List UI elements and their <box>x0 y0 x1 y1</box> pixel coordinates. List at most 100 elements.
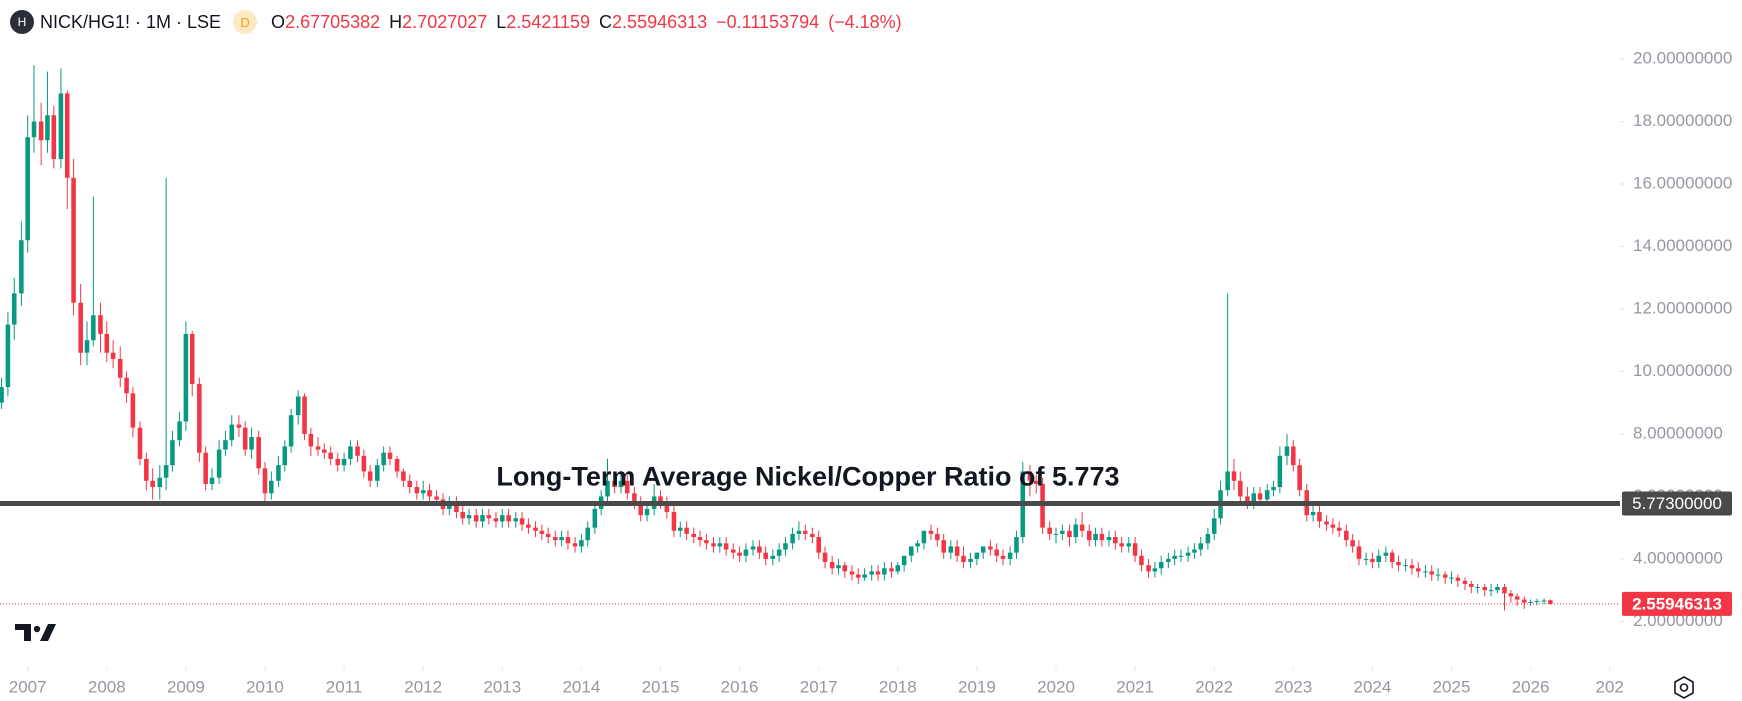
candle-body <box>1027 471 1033 481</box>
x-tick-label: 2017 <box>800 677 838 696</box>
candle-body <box>1185 552 1191 556</box>
candle-body <box>796 530 802 534</box>
candle-body <box>565 537 571 544</box>
candle-body <box>737 552 742 556</box>
candle-body <box>1231 471 1237 481</box>
candle-body <box>434 496 439 500</box>
candle-body <box>994 549 999 556</box>
candle-body <box>117 358 123 378</box>
candle-body <box>315 446 321 450</box>
candle-body <box>1455 577 1461 581</box>
candle-body <box>770 555 776 559</box>
candle-body <box>935 533 940 541</box>
candle-body <box>526 524 531 528</box>
candle-body <box>638 502 644 516</box>
candle-body <box>1192 549 1197 553</box>
x-tick-label: 202 <box>1596 677 1624 696</box>
high-value: 2.7027027 <box>402 11 488 32</box>
y-tick-label: 12.00000000 <box>1633 298 1732 317</box>
y-tick-label: 14.00000000 <box>1633 236 1732 255</box>
candle-body <box>414 487 420 494</box>
candle-body <box>585 527 591 541</box>
candle-body <box>144 458 149 481</box>
candle-body <box>130 393 136 428</box>
candle-body <box>605 480 610 497</box>
x-tick-label: 2008 <box>88 677 126 696</box>
candle-body <box>0 387 4 403</box>
candle-body <box>677 527 683 531</box>
candle-body <box>802 530 808 534</box>
candle-body <box>1113 537 1118 544</box>
candle-body <box>1067 530 1072 538</box>
candle-body <box>1000 555 1006 559</box>
candle-body <box>743 549 749 556</box>
high-label: H <box>389 11 403 32</box>
candle-body <box>1534 601 1540 603</box>
candle-body <box>1528 602 1533 604</box>
candle-body <box>31 121 37 138</box>
candle-body <box>816 537 821 553</box>
candle-body <box>242 427 248 450</box>
candle-body <box>460 512 466 519</box>
candle-body <box>1389 552 1395 563</box>
candle-body <box>559 537 564 541</box>
candle-body <box>1317 512 1322 522</box>
candle-body <box>51 115 57 160</box>
candle-body <box>1495 587 1500 591</box>
candle-body <box>229 424 235 441</box>
candle-body <box>1033 480 1039 484</box>
candle-body <box>750 546 756 550</box>
candle-body <box>367 471 373 481</box>
symbol[interactable]: NICK/HG1! · 1M · LSE <box>40 11 222 32</box>
candle-body <box>454 502 459 513</box>
candle-body <box>968 558 973 563</box>
candle-body <box>954 546 960 556</box>
candle-body <box>1152 568 1158 572</box>
candle-body <box>157 477 163 488</box>
candle-body <box>500 515 505 522</box>
open-value: 2.67705382 <box>285 11 381 32</box>
candle-body <box>895 565 901 572</box>
candle-body <box>921 530 927 544</box>
y-tick-label: 20.00000000 <box>1633 49 1732 68</box>
candle-body <box>961 555 966 563</box>
candle-body <box>1383 552 1389 556</box>
candle-body <box>980 546 986 553</box>
candle-body <box>203 452 208 484</box>
candle-body <box>1469 583 1474 588</box>
candle-body <box>1277 455 1283 488</box>
candle-body <box>1423 571 1428 573</box>
candle-body <box>420 490 426 494</box>
candle-body <box>1514 596 1520 600</box>
candle-body <box>664 502 670 513</box>
candle-body <box>1376 555 1382 563</box>
candle-body <box>1007 552 1013 559</box>
candle-body <box>295 396 301 416</box>
candle-body <box>150 480 155 488</box>
candle-body <box>1264 490 1270 500</box>
x-tick-label: 2024 <box>1353 677 1391 696</box>
candle-body <box>1126 543 1132 547</box>
candle-body <box>1284 446 1290 456</box>
candle-body <box>790 533 795 544</box>
x-tick-label: 2015 <box>642 677 680 696</box>
x-tick-label: 2021 <box>1116 677 1154 696</box>
candle-body <box>855 574 861 578</box>
candle-body <box>394 458 400 472</box>
candle-body <box>262 468 268 494</box>
candle-body <box>697 537 703 541</box>
candle-body <box>763 552 768 559</box>
candle-body <box>249 437 254 450</box>
candle-body <box>519 518 525 525</box>
candle-body <box>25 137 30 241</box>
candle-body <box>711 543 716 547</box>
candle-body <box>1245 496 1250 503</box>
candle-body <box>308 433 314 447</box>
candle-body <box>1363 558 1369 560</box>
candle-body <box>45 115 50 141</box>
settings-icon[interactable] <box>1674 676 1694 699</box>
open-label: O <box>271 11 286 32</box>
candle-body <box>836 565 841 569</box>
candle-body <box>612 480 617 488</box>
candle-body <box>1257 493 1263 500</box>
